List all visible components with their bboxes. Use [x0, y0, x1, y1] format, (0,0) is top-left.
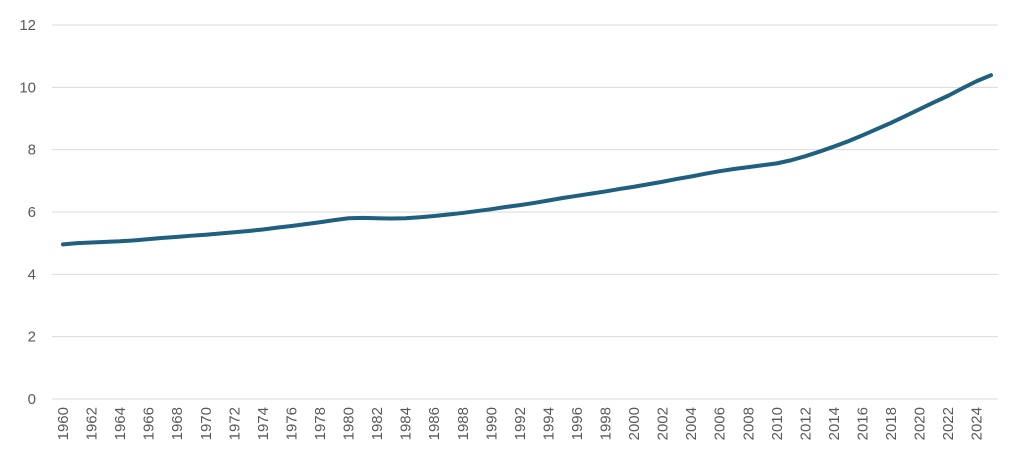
x-tick-label: 1994	[540, 407, 557, 440]
x-tick-label: 2024	[969, 407, 986, 440]
x-tick-label: 1962	[84, 407, 101, 440]
x-tick-label: 1996	[569, 407, 586, 440]
horizontal-gridlines	[52, 24, 998, 400]
y-tick-label: 8	[28, 142, 36, 159]
x-tick-label: 1990	[483, 407, 500, 440]
x-tick-label: 2022	[940, 407, 957, 440]
x-tick-label: 1992	[512, 407, 529, 440]
x-tick-label: 2006	[712, 407, 729, 440]
x-tick-label: 2000	[626, 407, 643, 440]
x-axis-tick-labels: 1960 1962 1964 1966 1968 1970 1972 1974 1976 1978…	[55, 407, 986, 440]
y-tick-label: 2	[28, 329, 36, 346]
x-tick-label: 1986	[426, 407, 443, 440]
x-tick-label: 2002	[655, 407, 672, 440]
y-tick-label: 12	[19, 17, 36, 34]
x-tick-label: 1966	[141, 407, 158, 440]
x-tick-label: 2014	[826, 407, 843, 440]
y-tick-label: 10	[19, 79, 36, 96]
x-tick-label: 1974	[255, 407, 272, 440]
x-tick-label: 1982	[369, 407, 386, 440]
y-axis-tick-labels: 0 2 4 6 8 10 12	[19, 17, 36, 408]
x-tick-label: 1998	[598, 407, 615, 440]
x-tick-label: 1976	[283, 407, 300, 440]
y-tick-label: 6	[28, 204, 36, 221]
x-tick-label: 2018	[883, 407, 900, 440]
x-tick-label: 2012	[797, 407, 814, 440]
series-group	[61, 73, 993, 247]
x-tick-label: 1984	[398, 407, 415, 440]
x-tick-label: 1960	[55, 407, 72, 440]
x-tick-label: 1970	[198, 407, 215, 440]
x-tick-label: 2020	[912, 407, 929, 440]
x-tick-label: 2008	[740, 407, 757, 440]
y-tick-label: 0	[28, 391, 36, 408]
x-tick-label: 2004	[683, 407, 700, 440]
y-tick-label: 4	[28, 266, 36, 283]
x-tick-label: 1972	[226, 407, 243, 440]
x-tick-label: 2010	[769, 407, 786, 440]
x-tick-label: 1980	[341, 407, 358, 440]
x-tick-label: 2016	[855, 407, 872, 440]
x-tick-label: 1964	[112, 407, 129, 440]
x-tick-label: 1988	[455, 407, 472, 440]
x-tick-label: 1978	[312, 407, 329, 440]
series-line	[61, 73, 993, 247]
x-tick-label: 1968	[169, 407, 186, 440]
